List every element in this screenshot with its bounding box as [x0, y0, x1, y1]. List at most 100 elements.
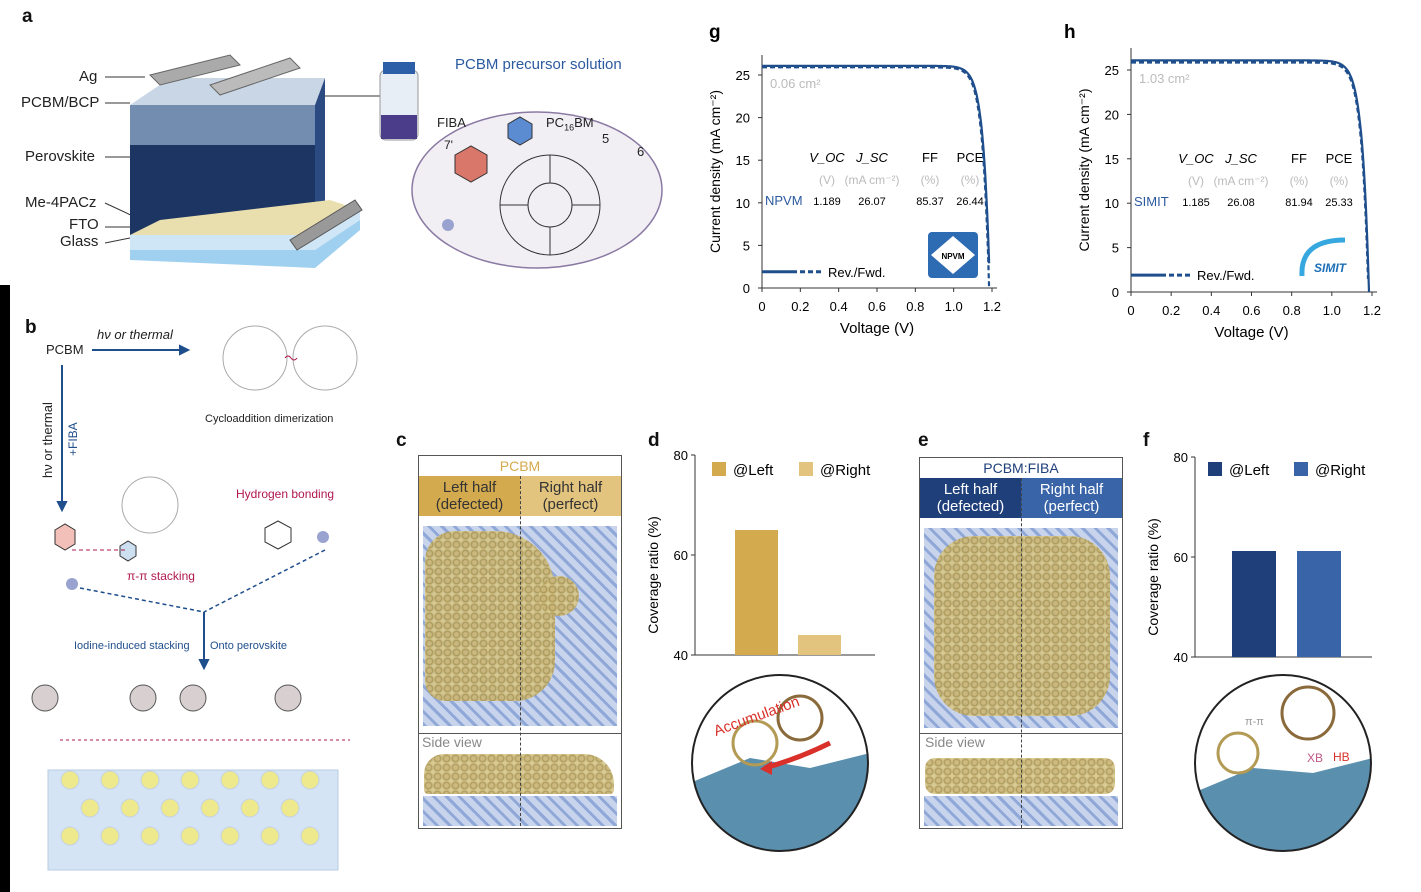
chart-g-x-tick-label: 0.8: [906, 299, 924, 314]
mechanism-illustration: [31, 325, 358, 871]
chart-f-y-tick-label: 40: [1174, 650, 1188, 665]
chart-f-legend-label: @Left: [1229, 462, 1270, 479]
chart-g-y-tick-label: 0: [743, 281, 750, 296]
layer-label-fto: FTO: [69, 216, 99, 233]
layer-label-pcbm-bcp: PCBM/BCP: [21, 94, 100, 111]
chart-g-x-tick-label: 0.4: [830, 299, 848, 314]
layer-label-perovskite: Perovskite: [25, 148, 96, 165]
chart-f-legend-label: @Right: [1315, 462, 1366, 479]
pcbm-start-label: PCBM: [46, 342, 84, 357]
chart-h-y-tick-label: 15: [1105, 152, 1119, 167]
chart-h-x-tick-label: 1.0: [1323, 303, 1341, 318]
pcbm-aggregate-small: [539, 576, 579, 616]
chart-h-table-header: PCE: [1326, 151, 1353, 166]
center-divider: [1021, 478, 1022, 828]
layer-label-glass: Glass: [60, 233, 99, 250]
chart-g-table-unit: (%): [961, 173, 980, 187]
pcbm-fiba-sim-title: PCBM:FIBA: [983, 460, 1059, 476]
chart-g-y-tick-label: 20: [736, 111, 750, 126]
panel-label-h: h: [1064, 22, 1076, 43]
chart-d-y-tick-label: 60: [674, 548, 688, 563]
chart-h-x-tick-label: 0.6: [1242, 303, 1260, 318]
pcbm-label-text: PC: [546, 115, 565, 130]
chart-h-y-tick-label: 10: [1105, 196, 1119, 211]
pi-stacking-label: π-π stacking: [127, 569, 195, 583]
hb-label: HB: [1333, 750, 1350, 764]
right-half-header: Right half (perfect): [1021, 478, 1122, 518]
chart-h-area-label: 1.03 cm²: [1139, 71, 1190, 86]
chart-h-y-tick-label: 20: [1105, 107, 1119, 122]
chart-h-table-unit: (V): [1188, 174, 1204, 188]
hv-thermal-label: hν or thermal: [97, 327, 173, 342]
pcbm-suffix: BM: [574, 115, 594, 130]
chart-f-bar-right: [1297, 551, 1341, 657]
position-6-label: 6: [637, 144, 645, 159]
hydrogen-bonding-label: Hydrogen bonding: [236, 487, 335, 501]
chart-g-y-axis-label: Current density (mA cm⁻²): [707, 90, 723, 253]
chart-g-y-tick-label: 15: [736, 153, 750, 168]
chart-h-x-axis-label: Voltage (V): [1214, 324, 1288, 341]
chart-g-area-label: 0.06 cm²: [770, 76, 821, 91]
solution-title: PCBM precursor solution: [455, 56, 622, 73]
chart-f-y-tick-label: 60: [1174, 550, 1188, 565]
chart-g-table-header: PCE: [957, 150, 984, 165]
panel-label-e: e: [918, 430, 929, 451]
pcbm-fiba-film-top: [934, 536, 1110, 716]
pcbm-simulation-panel: PCBM Left half (defected) Right half (pe…: [418, 455, 622, 829]
iodine-stacking-label: Iodine-induced stacking: [74, 640, 190, 652]
panel-label-f: f: [1143, 430, 1150, 451]
chart-g-table-row-label: NPVM: [765, 193, 803, 208]
chart-g-table-value: 26.07: [858, 196, 886, 208]
chart-h-y-axis-label: Current density (mA cm⁻²): [1076, 89, 1092, 252]
chart-h-x-tick-label: 0.8: [1283, 303, 1301, 318]
chart-h-table-header: FF: [1291, 151, 1307, 166]
chart-d-bar-left: [735, 530, 778, 655]
chart-d-y-axis-label: Coverage ratio (%): [645, 516, 661, 634]
chart-f-y-axis-label: Coverage ratio (%): [1145, 518, 1161, 636]
pcbm-fiba-film-side: [925, 758, 1115, 794]
chart-d-y-tick-label: 80: [674, 448, 688, 463]
chart-f-legend-swatch: [1294, 462, 1308, 476]
chart-g-table-value: 1.189: [813, 196, 841, 208]
pcbm-aggregate-side: [424, 754, 614, 794]
position-7-label: 7': [444, 138, 453, 152]
pcbm-aggregate-top: [425, 531, 555, 701]
precursor-solution-illustration: [379, 62, 663, 269]
chart-h-table-header: V_OC: [1178, 151, 1214, 166]
chart-h-table-value: 1.185: [1182, 197, 1210, 209]
chart-h-y-tick-label: 5: [1112, 241, 1119, 256]
chart-d-legend-label: @Left: [733, 462, 774, 479]
chart-g-x-axis-label: Voltage (V): [840, 320, 914, 337]
accumulation-inset: Accumulation: [691, 674, 869, 852]
chart-g-npvm-logo-text: NPVM: [941, 252, 964, 261]
chart-f-bar-left: [1232, 551, 1276, 657]
layer-label-me4pacz: Me-4PACz: [25, 194, 97, 211]
fiba-label: FIBA: [437, 115, 466, 130]
chart-g-table-unit: (%): [921, 173, 940, 187]
chart-g-legend-label: Rev./Fwd.: [828, 265, 886, 280]
chart-g-x-tick-label: 1.2: [983, 299, 1001, 314]
chart-h-series-solid: [1131, 59, 1371, 293]
chart-d-bar-right: [798, 635, 841, 655]
panel-label-c: c: [396, 430, 407, 451]
edge-bar: [0, 285, 10, 892]
chart-h-table-unit: (mA cm⁻²): [1214, 174, 1269, 188]
chart-h-simit-logo-icon: [1299, 237, 1346, 277]
chart-g-y-tick-label: 25: [736, 68, 750, 83]
chart-g-x-tick-label: 0: [758, 299, 765, 314]
chart-h-table-value: 25.33: [1325, 197, 1353, 209]
side-view-label: Side view: [422, 734, 482, 750]
chart-d-legend-swatch: [712, 462, 726, 476]
left-half-header: Left half (defected): [920, 478, 1021, 518]
chart-h-x-tick-label: 0: [1127, 303, 1134, 318]
chart-g-x-tick-label: 0.2: [791, 299, 809, 314]
chart-d-y-tick-label: 40: [674, 648, 688, 663]
pcbm-subscript: 16: [564, 122, 575, 133]
dimerization-label: Cycloaddition dimerization: [205, 413, 334, 425]
panel-label-g: g: [709, 22, 721, 43]
chart-d-legend-swatch: [799, 462, 813, 476]
chart-g-table-unit: (mA cm⁻²): [845, 173, 900, 187]
chart-g-x-tick-label: 1.0: [945, 299, 963, 314]
chart-d-legend-label: @Right: [820, 462, 871, 479]
chart-h-simit-logo-text: SIMIT: [1314, 261, 1348, 275]
